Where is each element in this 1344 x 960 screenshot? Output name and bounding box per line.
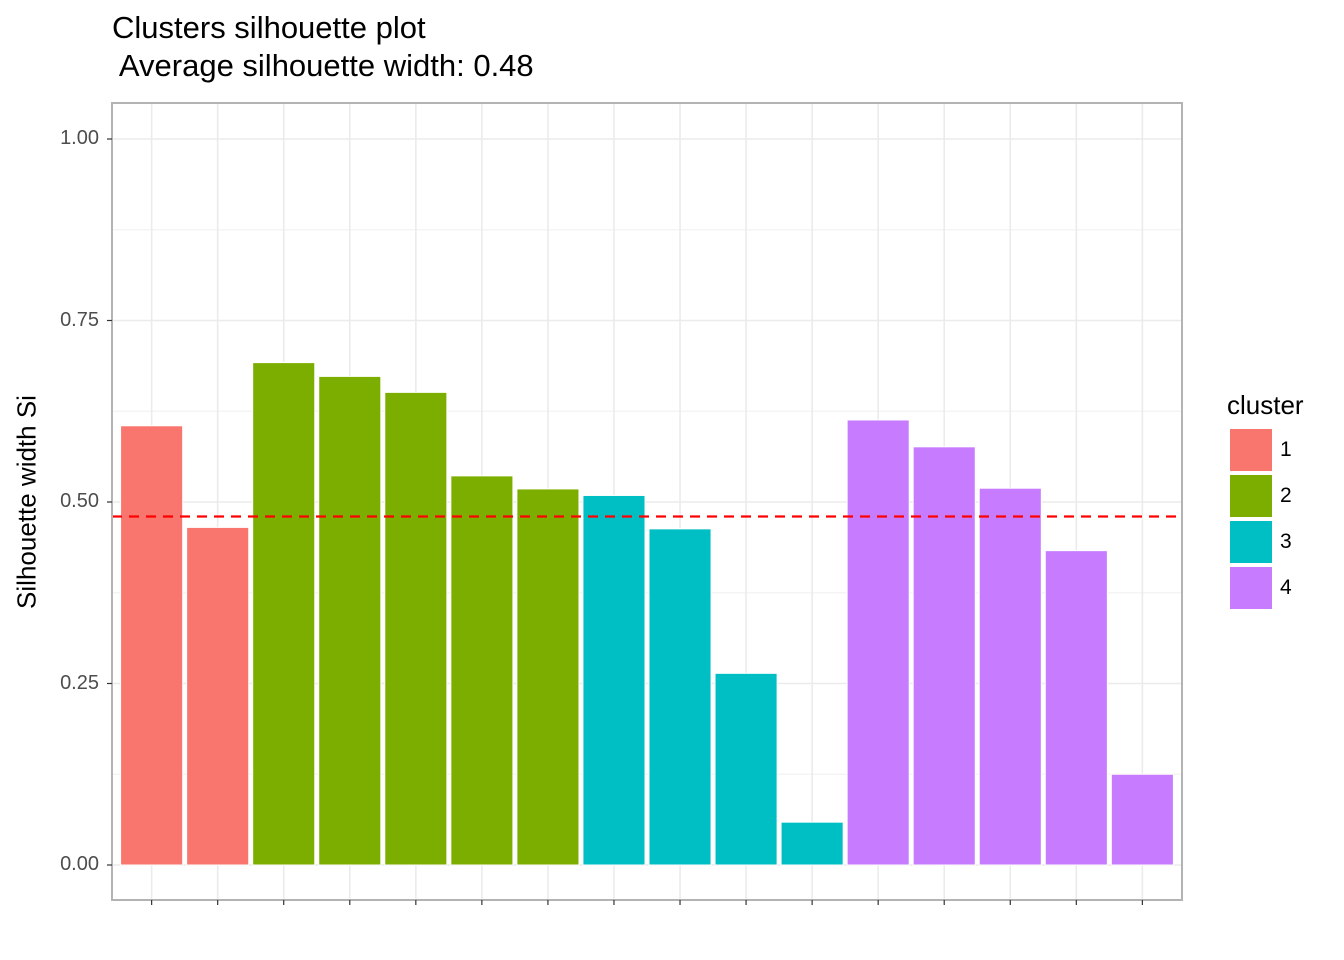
- legend-label-cluster-3: 3: [1280, 530, 1292, 553]
- legend-title: cluster: [1227, 390, 1304, 420]
- bar-cluster-3: [714, 672, 778, 866]
- legend-label-cluster-4: 4: [1280, 576, 1292, 599]
- bar-cluster-2: [318, 375, 382, 866]
- legend-label-cluster-2: 2: [1280, 484, 1292, 507]
- axis-ticks: [107, 138, 1143, 905]
- bar-cluster-4: [1110, 773, 1174, 866]
- y-tick-label: 1.00: [60, 127, 99, 149]
- chart-subtitle: Average silhouette width: 0.48: [112, 48, 534, 83]
- y-tick-label: 0.50: [60, 490, 99, 512]
- bar-cluster-2: [252, 362, 316, 866]
- y-tick-label: 0.25: [60, 671, 99, 694]
- bar-cluster-4: [846, 419, 910, 866]
- bar-cluster-2: [450, 475, 514, 866]
- bar-cluster-4: [978, 487, 1042, 866]
- y-tick-label: 0.00: [60, 853, 99, 875]
- bar-cluster-1: [186, 526, 250, 866]
- bar-cluster-4: [912, 446, 976, 866]
- bar-cluster-3: [648, 528, 712, 866]
- bars: [120, 362, 1174, 866]
- legend-key-cluster-1: [1229, 428, 1273, 472]
- legend-key-cluster-3: [1229, 520, 1273, 564]
- legend-key-cluster-4: [1229, 566, 1273, 610]
- bar-cluster-1: [120, 425, 184, 866]
- legend-key-cluster-2: [1229, 474, 1273, 518]
- y-tick-label: 0.75: [60, 308, 99, 331]
- bar-cluster-3: [780, 821, 844, 866]
- bar-cluster-2: [384, 391, 448, 866]
- chart-title: Clusters silhouette plot: [112, 10, 426, 45]
- bar-cluster-4: [1044, 550, 1108, 866]
- bar-cluster-2: [516, 488, 580, 866]
- legend-label-cluster-1: 1: [1280, 438, 1292, 461]
- bar-cluster-3: [582, 494, 646, 866]
